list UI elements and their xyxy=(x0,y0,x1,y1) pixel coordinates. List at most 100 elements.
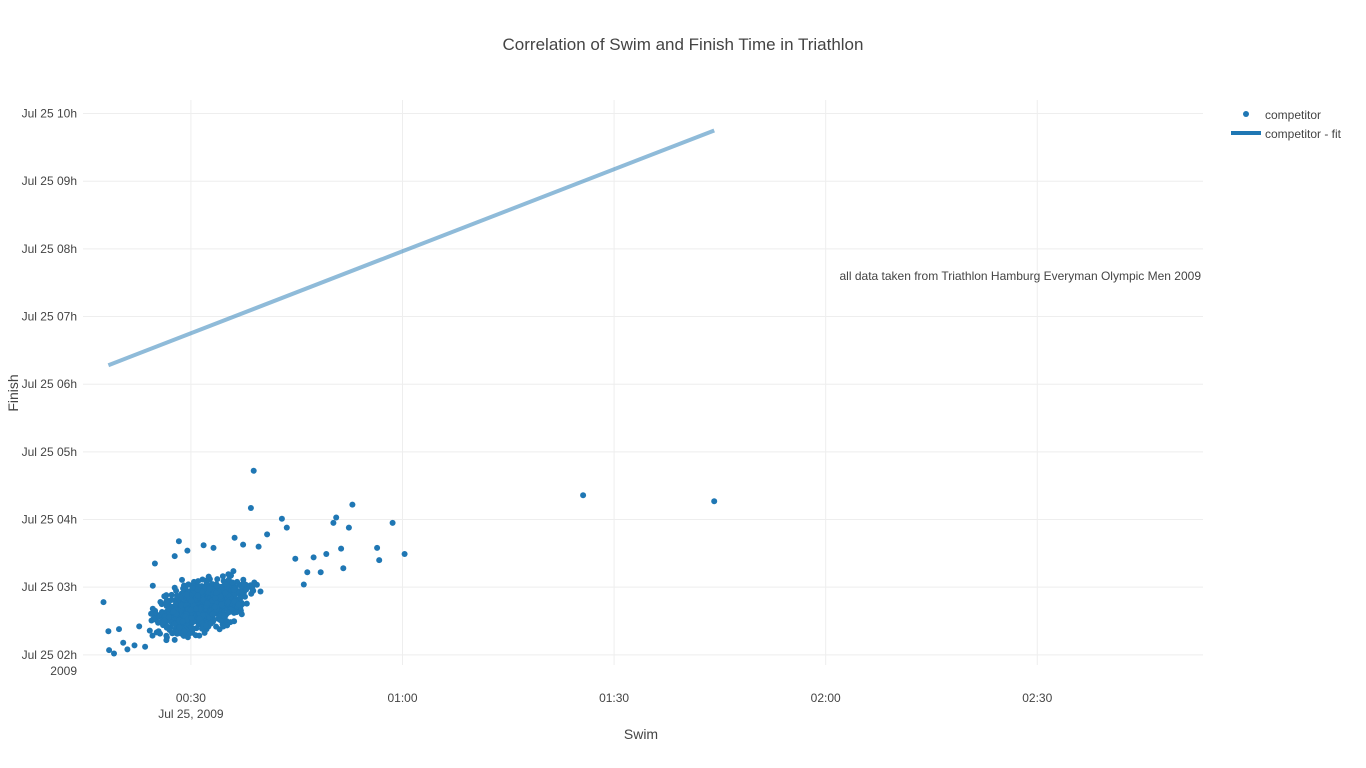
x-tick-label: 01:00 xyxy=(387,691,417,705)
scatter-point xyxy=(292,555,299,562)
scatter-point xyxy=(374,544,381,551)
scatter-point xyxy=(170,608,177,615)
legend-item-competitor[interactable]: competitor xyxy=(1243,108,1321,122)
scatter-point xyxy=(150,615,157,622)
y-tick-sublabel: 2009 xyxy=(50,664,77,678)
scatter-point xyxy=(226,572,233,579)
scatter-point xyxy=(151,560,158,567)
x-axis-title: Swim xyxy=(624,726,658,742)
scatter-point xyxy=(205,573,212,580)
scatter-point xyxy=(194,586,201,593)
scatter-point xyxy=(171,553,178,560)
scatter-point xyxy=(250,467,257,474)
scatter-point xyxy=(163,592,170,599)
scatter-point xyxy=(231,618,238,625)
gridlines xyxy=(83,100,1203,665)
scatter-point xyxy=(219,573,226,580)
scatter-point xyxy=(188,624,195,631)
x-tick-label: 02:00 xyxy=(811,691,841,705)
y-tick-label: Jul 25 10h xyxy=(22,107,77,121)
legend[interactable]: competitor competitor - fit xyxy=(1231,108,1342,141)
scatter-point xyxy=(142,643,149,650)
x-axis-ticks: 00:30 Jul 25, 2009 01:00 01:30 02:00 02:30 xyxy=(158,691,1052,721)
scatter-point xyxy=(247,505,254,511)
scatter-point xyxy=(105,628,112,635)
y-tick-label: Jul 25 04h xyxy=(22,513,77,527)
scatter-point xyxy=(149,632,156,639)
scatter-point xyxy=(106,647,113,654)
scatter-point xyxy=(251,579,258,586)
scatter-point xyxy=(204,600,211,607)
scatter-point xyxy=(185,581,192,588)
scatter-point xyxy=(224,599,231,606)
scatter-point xyxy=(241,581,248,587)
scatter-point xyxy=(163,598,170,605)
scatter-point xyxy=(168,591,175,598)
scatter-point xyxy=(184,547,191,554)
scatter-point xyxy=(238,611,245,618)
scatter-point xyxy=(171,620,178,627)
scatter-point xyxy=(711,498,718,505)
scatter-point xyxy=(171,636,178,643)
scatter-point xyxy=(189,585,196,591)
scatter-point xyxy=(234,578,241,585)
scatter-point xyxy=(120,639,127,646)
scatter-point xyxy=(389,519,396,526)
scatter-point xyxy=(203,622,210,629)
scatter-point xyxy=(218,601,225,608)
scatter-point xyxy=(192,632,199,639)
scatter-points xyxy=(100,467,718,657)
y-tick-label: Jul 25 09h xyxy=(22,174,77,188)
scatter-point xyxy=(214,576,221,583)
y-tick-label: Jul 25 03h xyxy=(22,580,77,594)
scatter-point xyxy=(188,597,195,604)
y-tick-label: Jul 25 06h xyxy=(22,377,77,391)
x-tick-sublabel: Jul 25, 2009 xyxy=(158,707,224,721)
scatter-point xyxy=(376,557,383,564)
scatter-point xyxy=(340,565,347,572)
legend-item-competitor-fit[interactable]: competitor - fit xyxy=(1231,127,1342,141)
scatter-point xyxy=(193,605,199,612)
scatter-point xyxy=(231,534,238,541)
scatter-point xyxy=(111,650,117,657)
scatter-point xyxy=(163,634,170,641)
scatter-point xyxy=(333,514,340,521)
scatter-point xyxy=(222,589,229,596)
scatter-point xyxy=(330,519,337,526)
scatter-point xyxy=(174,592,180,599)
scatter-point xyxy=(323,551,330,557)
x-tick-label: 01:30 xyxy=(599,691,629,705)
scatter-point xyxy=(216,626,223,633)
scatter-point xyxy=(243,600,250,607)
y-axis-title: Finish xyxy=(5,374,21,411)
scatter-point xyxy=(212,595,219,601)
scatter-point xyxy=(169,630,176,636)
scatter-point xyxy=(149,582,156,589)
scatter-point xyxy=(200,542,207,549)
scatter-point xyxy=(194,592,201,599)
scatter-point xyxy=(310,554,317,561)
scatter-point xyxy=(181,628,188,635)
scatter-point xyxy=(157,599,164,605)
scatter-point xyxy=(116,626,122,633)
y-tick-label: Jul 25 07h xyxy=(22,310,77,324)
scatter-point xyxy=(149,605,156,612)
legend-marker-competitor xyxy=(1243,111,1249,117)
scatter-point xyxy=(300,581,307,588)
fit-line xyxy=(107,128,715,368)
scatter-point xyxy=(165,614,172,621)
scatter-point xyxy=(243,586,250,593)
scatter-point xyxy=(206,585,213,592)
scatter-point xyxy=(233,609,240,616)
scatter-point xyxy=(237,595,244,602)
scatter-point xyxy=(176,624,183,631)
scatter-point xyxy=(195,578,202,585)
scatter-point xyxy=(317,569,324,576)
scatter-point xyxy=(240,541,247,548)
scatter-point xyxy=(345,524,352,531)
scatter-point xyxy=(155,628,162,635)
scatter-point xyxy=(213,590,220,596)
scatter-point xyxy=(172,601,179,608)
scatter-point xyxy=(217,593,224,600)
scatter-point xyxy=(255,543,262,550)
